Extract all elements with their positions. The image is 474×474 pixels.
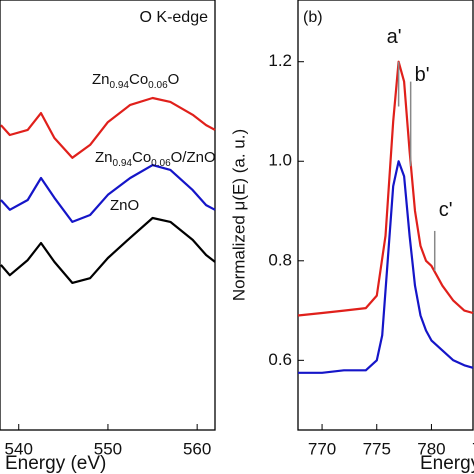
label-part: Zn [92, 71, 110, 88]
label-part: Co [132, 149, 151, 166]
plot-frame [297, 0, 474, 431]
x-axis-label: Energy [420, 453, 474, 474]
series-label: Zn0.94Co0.06O [92, 71, 179, 91]
x-tick-label: 770 [308, 439, 336, 458]
label-part: O [168, 71, 180, 88]
panel-title: (b) [303, 9, 323, 26]
y-tick-label: 0.6 [268, 350, 292, 369]
series-line [298, 160, 474, 374]
label-part: Co [129, 71, 148, 88]
peak-label: a' [387, 26, 402, 48]
y-tick-label: 0.8 [268, 250, 292, 269]
series-line [0, 96, 216, 159]
label-part: Zn [95, 149, 113, 166]
x-tick-label: 775 [363, 439, 391, 458]
series-label: ZnO [110, 197, 139, 214]
panel-title: O K-edge [140, 9, 209, 26]
label-part: ZnO [110, 197, 139, 214]
x-tick-label: 560 [183, 439, 211, 458]
x-tick-label: 550 [94, 439, 122, 458]
series-line [0, 216, 216, 284]
x-tick-label: 785 [472, 439, 474, 458]
subscript: 0.06 [151, 158, 171, 169]
peak-label: b' [415, 64, 430, 86]
x-tick-label: 780 [417, 439, 445, 458]
y-axis-label: Normalized μ(E) (a. u.) [229, 129, 248, 301]
series-label: Zn0.94Co0.06O/ZnO [95, 149, 216, 169]
y-tick-label: 1.2 [268, 51, 292, 70]
x-axis-label: Energy (eV) [5, 453, 106, 474]
subscript: 0.06 [148, 80, 168, 91]
y-tick-label: 1.0 [268, 151, 292, 170]
series-line [297, 60, 474, 317]
plot-frame [0, 0, 216, 431]
series-line [0, 164, 216, 223]
label-part: O/ZnO [171, 149, 216, 166]
x-tick-label: 540 [5, 439, 33, 458]
subscript: 0.94 [113, 158, 133, 169]
subscript: 0.94 [110, 80, 130, 91]
peak-label: c' [439, 199, 453, 221]
